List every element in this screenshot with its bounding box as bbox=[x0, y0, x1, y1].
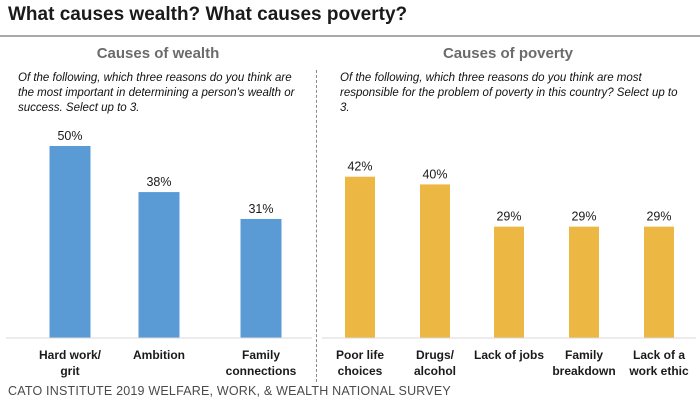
wealth-chart: 50% Hard work/grit 38% Ambition 31% Family con… bbox=[6, 129, 312, 378]
poverty-category-label-1-line-1: Poor life bbox=[336, 348, 384, 362]
poverty-category-label-5-line-1: Lack of a bbox=[633, 348, 685, 362]
wealth-value-label-1: 50% bbox=[57, 129, 82, 143]
poverty-value-label-3: 29% bbox=[496, 210, 521, 224]
panel-divider bbox=[316, 70, 317, 382]
poverty-category-label-4-line-1: Family bbox=[565, 348, 603, 362]
wealth-bar-2 bbox=[138, 192, 180, 338]
wealth-bar-1 bbox=[49, 146, 91, 338]
poverty-category-label-4-line-2: breakdown bbox=[552, 364, 615, 378]
poverty-category-label-3: Lack of jobs bbox=[474, 348, 544, 362]
wealth-panel-title: Causes of wealth bbox=[96, 45, 220, 62]
wealth-value-label-2: 38% bbox=[146, 175, 171, 189]
poverty-value-label-1: 42% bbox=[347, 160, 372, 174]
poverty-category-label-1: Poor life choices bbox=[336, 348, 384, 378]
poverty-bar-4 bbox=[569, 226, 599, 338]
poverty-category-label-5: Lack of a work ethic bbox=[628, 348, 689, 378]
wealth-question: Of the following, which three reasons do… bbox=[18, 72, 295, 114]
wealth-value-label-3: 31% bbox=[248, 202, 273, 216]
wealth-category-label-3: Family connections bbox=[226, 348, 297, 378]
poverty-value-label-5: 29% bbox=[646, 210, 671, 224]
poverty-category-label-2: Drugs/alcohol bbox=[414, 348, 456, 378]
wealth-category-label-3-line-2: connections bbox=[226, 364, 297, 378]
wealth-category-label-3-line-1: Family bbox=[242, 348, 280, 362]
wealth-bar-3 bbox=[240, 218, 282, 338]
poverty-value-label-2: 40% bbox=[422, 167, 447, 181]
poverty-bar-1 bbox=[345, 176, 375, 338]
poverty-question: Of the following, which three reasons do… bbox=[340, 72, 678, 114]
poverty-bar-2 bbox=[420, 184, 450, 338]
poverty-category-label-3-line-1: Lack of jobs bbox=[474, 348, 544, 362]
poverty-category-label-1-line-2: choices bbox=[338, 364, 383, 378]
poverty-category-label-5-line-2: work ethic bbox=[628, 364, 689, 378]
poverty-category-label-4: Family breakdown bbox=[552, 348, 615, 378]
source-note: CATO INSTITUTE 2019 WELFARE, WORK, & WEA… bbox=[8, 384, 451, 398]
wealth-category-label-1-line-2: grit bbox=[60, 364, 79, 378]
wealth-category-label-1-line-1: Hard work/ bbox=[39, 348, 102, 362]
poverty-panel-title: Causes of poverty bbox=[442, 45, 574, 62]
chart-title: What causes wealth? What causes poverty? bbox=[8, 4, 408, 25]
poverty-bar-3 bbox=[494, 226, 524, 338]
poverty-category-label-2-line-1: Drugs/ bbox=[416, 348, 455, 362]
poverty-bar-5 bbox=[644, 226, 674, 338]
wealth-category-label-2: Ambition bbox=[133, 348, 185, 362]
poverty-chart: 42% Poor life choices 40% Drugs/alcohol 29% La… bbox=[322, 160, 696, 378]
poverty-category-label-2-line-2: alcohol bbox=[414, 364, 456, 378]
wealth-category-label-2-line-1: Ambition bbox=[133, 348, 185, 362]
poverty-value-label-4: 29% bbox=[571, 210, 596, 224]
wealth-category-label-1: Hard work/grit bbox=[39, 348, 102, 378]
title-rule bbox=[0, 35, 700, 37]
